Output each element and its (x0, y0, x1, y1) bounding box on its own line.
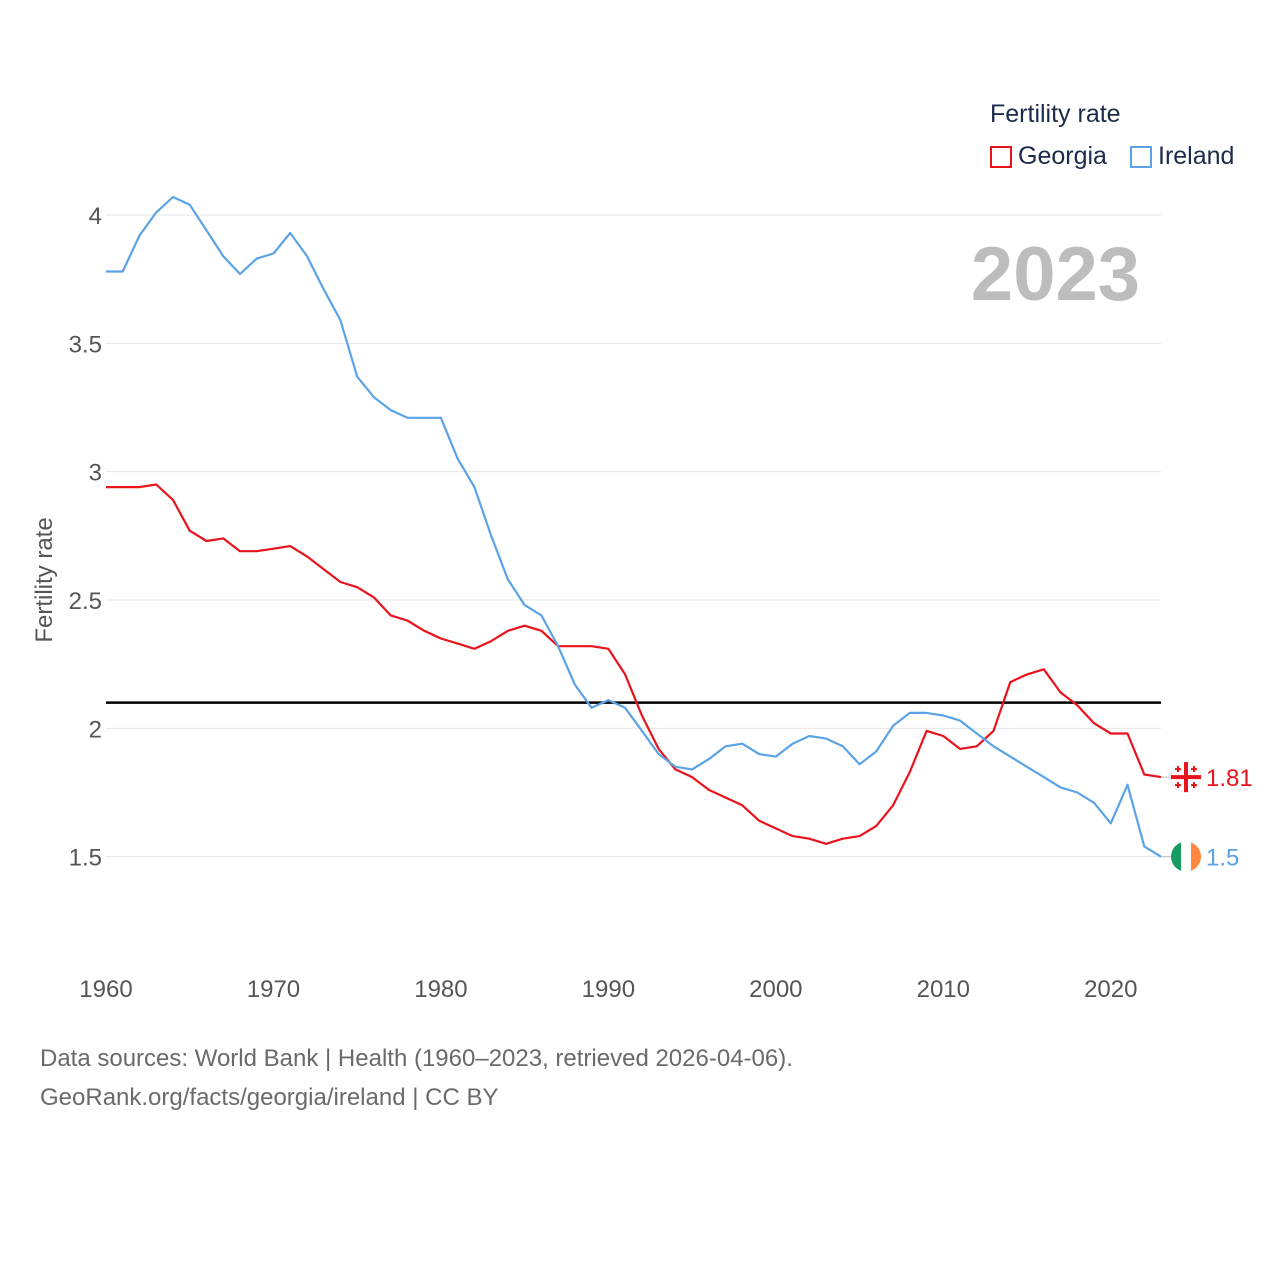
x-tick-label: 2020 (1084, 976, 1137, 1003)
x-tick-label: 1980 (414, 976, 467, 1003)
x-tick-label: 1990 (582, 976, 635, 1003)
legend-item-georgia[interactable]: Georgia (990, 142, 1107, 171)
y-tick-label: 1.5 (69, 845, 102, 872)
end-value-label-georgia: 1.81 (1206, 765, 1253, 792)
end-value-label-ireland: 1.5 (1206, 845, 1239, 872)
x-tick-label: 1960 (79, 976, 132, 1003)
legend-swatch-georgia (990, 145, 1012, 168)
x-tick-label: 1970 (247, 976, 300, 1003)
y-tick-label: 2 (89, 716, 102, 743)
x-tick-label: 2010 (917, 976, 970, 1003)
legend-item-ireland[interactable]: Ireland (1130, 142, 1234, 171)
legend-label-georgia: Georgia (1018, 142, 1107, 170)
legend-swatch-ireland (1130, 145, 1152, 168)
georgia-flag-icon (1170, 761, 1202, 793)
y-tick-label: 4 (89, 203, 102, 230)
legend-title: Fertility rate (990, 100, 1121, 128)
series-line-ireland (106, 195, 1162, 858)
x-tick-label: 2000 (749, 976, 802, 1003)
y-tick-label: 2.5 (69, 588, 102, 615)
year-label: 2023 (971, 232, 1140, 317)
y-tick-label: 3.5 (69, 331, 102, 358)
ireland-flag-icon (1171, 841, 1201, 872)
series-line-georgia (106, 483, 1162, 845)
footer-credit[interactable]: GeoRank.org/facts/georgia/ireland | CC B… (40, 1084, 499, 1111)
fertility-chart: 1.5 2 2.5 3 3.5 4 1960 1970 1980 1990 2000 2010 202… (31, 195, 1253, 1003)
footer-sources: Data sources: World Bank | Health (1960–… (40, 1045, 793, 1072)
y-axis-label: Fertility rate (31, 517, 58, 642)
y-tick-label: 3 (89, 460, 102, 487)
legend-label-ireland: Ireland (1158, 142, 1235, 170)
